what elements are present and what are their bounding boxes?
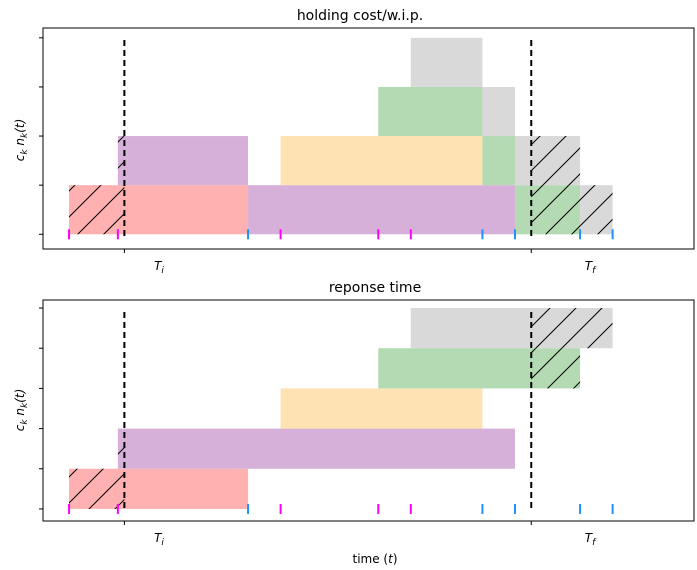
hatched-region — [531, 348, 581, 389]
hatched-region — [531, 185, 613, 235]
bar-segment — [410, 37, 483, 87]
y-axis-label: ck nk(t) — [13, 389, 30, 432]
bar-segment — [378, 86, 483, 137]
y-axis-label: ck nk(t) — [13, 119, 30, 162]
bar-segment — [482, 136, 515, 186]
plot-area — [39, 27, 695, 253]
x-tick-label-ti: Ti — [154, 259, 164, 276]
chart-title: holding cost/w.i.p. — [297, 8, 423, 24]
bar-segment — [280, 388, 483, 429]
x-axis-label: time (t) — [352, 552, 397, 566]
hatched-region — [117, 136, 125, 186]
chart-title: reponse time — [329, 280, 421, 296]
hatched-region — [531, 136, 581, 186]
hatched-region — [531, 308, 613, 349]
bar-segment — [117, 136, 249, 186]
x-tick-label-tf: Tf — [585, 531, 597, 548]
bar-segment — [280, 136, 483, 186]
x-tick-label-ti: Ti — [154, 531, 164, 548]
chart-panel-response-time: reponse time ck nk(t) Ti Tf time (t) — [13, 280, 695, 566]
axes-frame — [42, 299, 695, 522]
hatched-region — [69, 185, 125, 235]
plot-area — [39, 299, 695, 525]
hatched-region — [117, 428, 125, 469]
bar-segment — [248, 185, 515, 235]
bar-segment — [117, 428, 515, 469]
axes-frame — [42, 27, 695, 250]
x-tick-label-tf: Tf — [585, 259, 597, 276]
bar-segment — [482, 86, 515, 137]
hatched-region — [69, 468, 125, 509]
chart-panel-holding-cost: holding cost/w.i.p. ck nk(t) Ti Tf — [13, 8, 695, 276]
